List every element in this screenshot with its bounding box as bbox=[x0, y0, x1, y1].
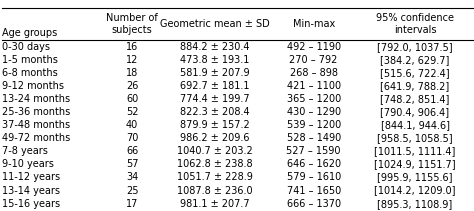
Text: [792.0, 1037.5]: [792.0, 1037.5] bbox=[377, 42, 453, 52]
Text: 1-5 months: 1-5 months bbox=[2, 55, 58, 65]
Text: 13-14 years: 13-14 years bbox=[2, 185, 60, 196]
Text: [895.3, 1108.9]: [895.3, 1108.9] bbox=[377, 199, 453, 209]
Text: 70: 70 bbox=[126, 133, 138, 143]
Text: 49-72 months: 49-72 months bbox=[2, 133, 71, 143]
Text: 9-12 months: 9-12 months bbox=[2, 81, 64, 91]
Text: [958.5, 1058.5]: [958.5, 1058.5] bbox=[377, 133, 453, 143]
Text: [1011.5, 1111.4]: [1011.5, 1111.4] bbox=[374, 146, 456, 156]
Text: 879.9 ± 157.2: 879.9 ± 157.2 bbox=[180, 120, 249, 130]
Text: 6-8 months: 6-8 months bbox=[2, 68, 58, 78]
Text: 692.7 ± 181.1: 692.7 ± 181.1 bbox=[180, 81, 249, 91]
Text: [790.4, 906.4]: [790.4, 906.4] bbox=[381, 107, 450, 117]
Text: 741 – 1650: 741 – 1650 bbox=[286, 185, 341, 196]
Text: 52: 52 bbox=[126, 107, 138, 117]
Text: 60: 60 bbox=[126, 94, 138, 104]
Text: [844.1, 944.6]: [844.1, 944.6] bbox=[381, 120, 449, 130]
Text: 57: 57 bbox=[126, 159, 138, 169]
Text: 1040.7 ± 203.2: 1040.7 ± 203.2 bbox=[177, 146, 253, 156]
Text: 26: 26 bbox=[126, 81, 138, 91]
Text: [1014.2, 1209.0]: [1014.2, 1209.0] bbox=[374, 185, 456, 196]
Text: 25: 25 bbox=[126, 185, 138, 196]
Text: [384.2, 629.7]: [384.2, 629.7] bbox=[380, 55, 450, 65]
Text: 16: 16 bbox=[126, 42, 138, 52]
Text: Age groups: Age groups bbox=[2, 28, 58, 38]
Text: 666 – 1370: 666 – 1370 bbox=[287, 199, 341, 209]
Text: 1087.8 ± 236.0: 1087.8 ± 236.0 bbox=[177, 185, 253, 196]
Text: 25-36 months: 25-36 months bbox=[2, 107, 71, 117]
Text: 430 – 1290: 430 – 1290 bbox=[287, 107, 341, 117]
Text: 581.9 ± 207.9: 581.9 ± 207.9 bbox=[180, 68, 249, 78]
Text: 528 – 1490: 528 – 1490 bbox=[286, 133, 341, 143]
Text: 270 – 792: 270 – 792 bbox=[290, 55, 338, 65]
Text: 646 – 1620: 646 – 1620 bbox=[287, 159, 341, 169]
Text: 95% confidence
intervals: 95% confidence intervals bbox=[376, 14, 454, 35]
Text: 0-30 days: 0-30 days bbox=[2, 42, 50, 52]
Text: 473.8 ± 193.1: 473.8 ± 193.1 bbox=[180, 55, 249, 65]
Text: 40: 40 bbox=[126, 120, 138, 130]
Text: 822.3 ± 208.4: 822.3 ± 208.4 bbox=[180, 107, 249, 117]
Text: 774.4 ± 199.7: 774.4 ± 199.7 bbox=[180, 94, 249, 104]
Text: [515.6, 722.4]: [515.6, 722.4] bbox=[380, 68, 450, 78]
Text: 13-24 months: 13-24 months bbox=[2, 94, 71, 104]
Text: 365 – 1200: 365 – 1200 bbox=[286, 94, 341, 104]
Text: 17: 17 bbox=[126, 199, 138, 209]
Text: 12: 12 bbox=[126, 55, 138, 65]
Text: [995.9, 1155.6]: [995.9, 1155.6] bbox=[377, 172, 453, 183]
Text: 1062.8 ± 238.8: 1062.8 ± 238.8 bbox=[177, 159, 253, 169]
Text: 66: 66 bbox=[126, 146, 138, 156]
Text: Number of
subjects: Number of subjects bbox=[106, 14, 158, 35]
Text: 539 – 1200: 539 – 1200 bbox=[286, 120, 341, 130]
Text: 18: 18 bbox=[126, 68, 138, 78]
Text: 11-12 years: 11-12 years bbox=[2, 172, 61, 183]
Text: 15-16 years: 15-16 years bbox=[2, 199, 61, 209]
Text: 492 – 1190: 492 – 1190 bbox=[287, 42, 341, 52]
Text: [748.2, 851.4]: [748.2, 851.4] bbox=[380, 94, 450, 104]
Text: [1024.9, 1151.7]: [1024.9, 1151.7] bbox=[374, 159, 456, 169]
Text: Geometric mean ± SD: Geometric mean ± SD bbox=[160, 19, 270, 29]
Text: 1051.7 ± 228.9: 1051.7 ± 228.9 bbox=[177, 172, 253, 183]
Text: 527 – 1590: 527 – 1590 bbox=[286, 146, 341, 156]
Text: 986.2 ± 209.6: 986.2 ± 209.6 bbox=[180, 133, 249, 143]
Text: 981.1 ± 207.7: 981.1 ± 207.7 bbox=[180, 199, 249, 209]
Text: 579 – 1610: 579 – 1610 bbox=[286, 172, 341, 183]
Text: Min-max: Min-max bbox=[292, 19, 335, 29]
Text: 268 – 898: 268 – 898 bbox=[290, 68, 337, 78]
Text: 884.2 ± 230.4: 884.2 ± 230.4 bbox=[180, 42, 249, 52]
Text: 34: 34 bbox=[126, 172, 138, 183]
Text: 37-48 months: 37-48 months bbox=[2, 120, 71, 130]
Text: [641.9, 788.2]: [641.9, 788.2] bbox=[381, 81, 450, 91]
Text: 9-10 years: 9-10 years bbox=[2, 159, 54, 169]
Text: 7-8 years: 7-8 years bbox=[2, 146, 48, 156]
Text: 421 – 1100: 421 – 1100 bbox=[287, 81, 341, 91]
